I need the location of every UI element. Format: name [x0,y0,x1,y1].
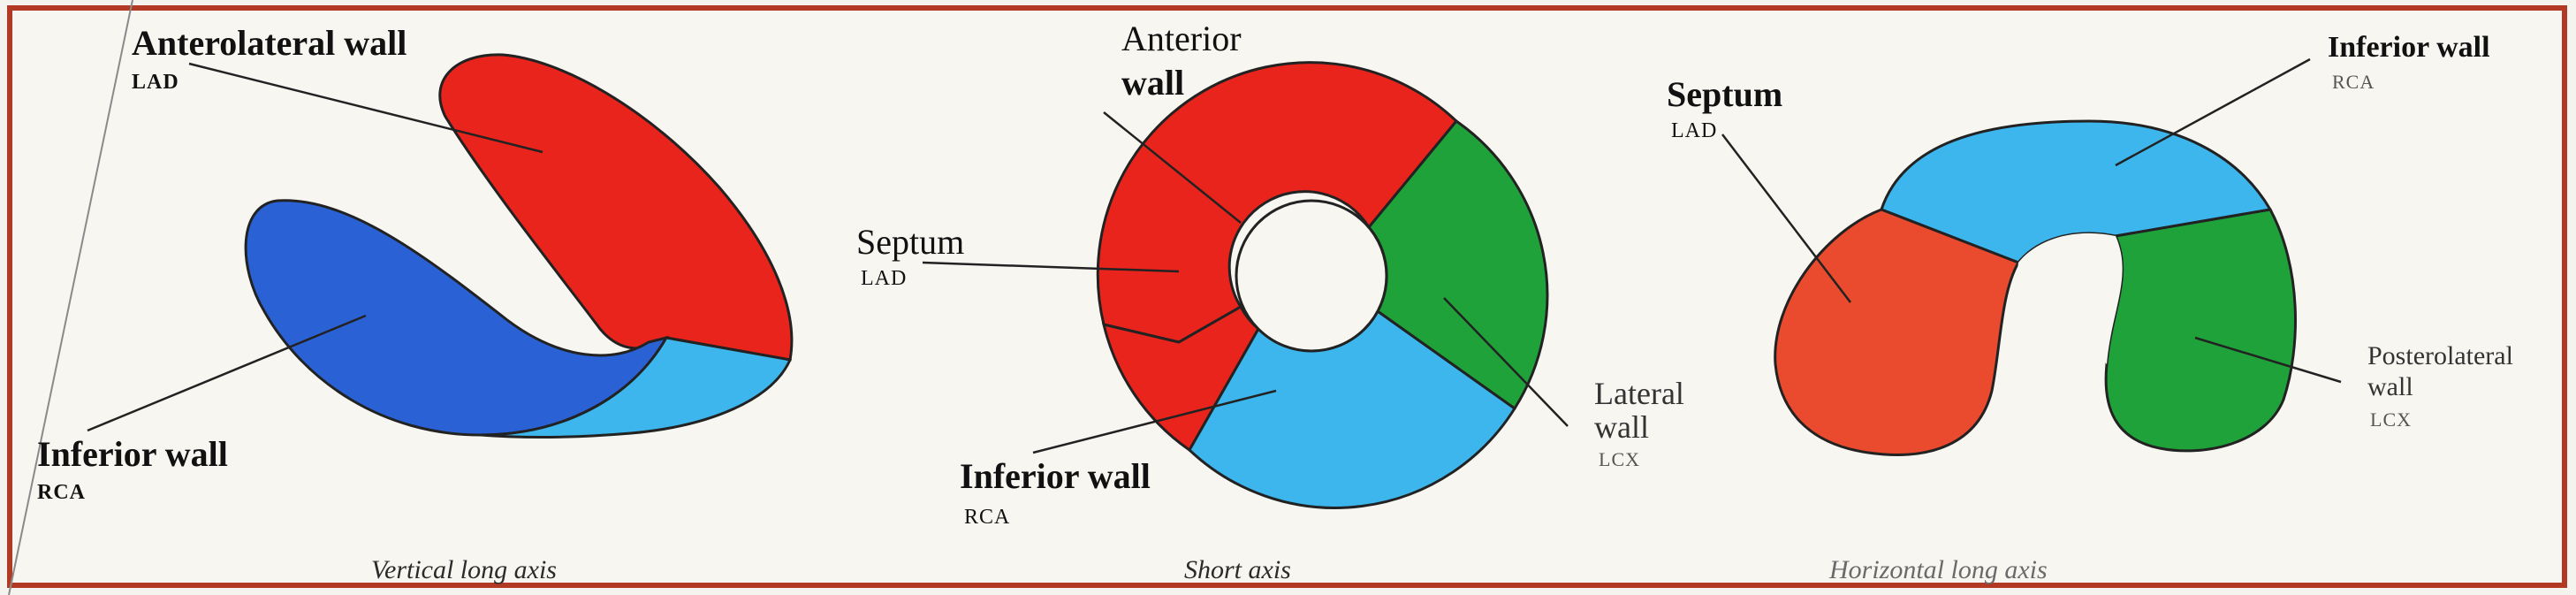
inferior-wall-segment-horizontal [1880,119,2273,264]
heart-wall-diagram: Anterolateral wall LAD Inferior wall RCA… [37,19,2513,529]
lumen [1235,199,1388,353]
panel-horizontal-long-axis: Septum LAD Inferior wall RCA Posterolate… [1667,31,2513,456]
label-posterolateral-artery: LCX [2370,408,2412,431]
label-anterior-line1: Anterior [1121,19,1242,58]
label-septum-short-artery: LAD [861,267,907,290]
septum-segment-horizontal [1774,208,2021,456]
label-posterolateral-line2: wall [2367,372,2413,401]
label-septum-short: Septum [856,222,964,262]
label-posterolateral-line1: Posterolateral [2367,341,2513,370]
label-inferior-artery: RCA [37,481,86,504]
panel-vertical-long-axis: Anterolateral wall LAD Inferior wall RCA [37,23,794,504]
label-anterolateral-artery: LAD [132,71,179,94]
label-lateral-line1: Lateral [1594,376,1684,411]
leader-line-septum [922,261,1180,273]
label-lateral-line2: wall [1594,409,1649,445]
leader-line-septum-horizontal [1721,133,1851,303]
label-inferior-wall: Inferior wall [37,434,228,474]
leader-line-inferior-horizontal [2115,57,2311,167]
label-inferior-horizontal-artery: RCA [2332,71,2375,93]
caption-horizontal-long-axis: Horizontal long axis [1829,555,2048,584]
caption-short-axis: Short axis [1184,555,1291,584]
leader-line-lateral [1443,297,1569,427]
lumen-horizontal [2017,233,2123,364]
leader-line-anterolateral [188,62,543,154]
apical-segment [480,336,793,439]
posterolateral-segment [2104,208,2298,453]
caption-vertical-long-axis: Vertical long axis [371,555,557,584]
label-anterior-line2: wall [1121,63,1184,103]
label-anterolateral-wall: Anterolateral wall [132,23,407,63]
leader-line-anterior [1103,111,1242,224]
panel-short-axis: Anterior wall Septum LAD Inferior wall R… [856,19,1684,529]
leader-line-posterolateral [2194,336,2342,384]
label-inferior-horizontal: Inferior wall [2328,31,2490,64]
anterior-septal-segment [1096,61,1459,344]
label-lateral-artery: LCX [1599,448,1640,470]
leader-line-inferior-short [1032,389,1277,454]
septal-segment [1101,304,1260,453]
label-septum-horizontal-artery: LAD [1671,119,1717,142]
label-inferior-short: Inferior wall [960,456,1151,496]
label-septum-horizontal: Septum [1667,74,1782,114]
label-inferior-short-artery: RCA [964,506,1010,529]
leader-line-inferior [87,314,367,432]
